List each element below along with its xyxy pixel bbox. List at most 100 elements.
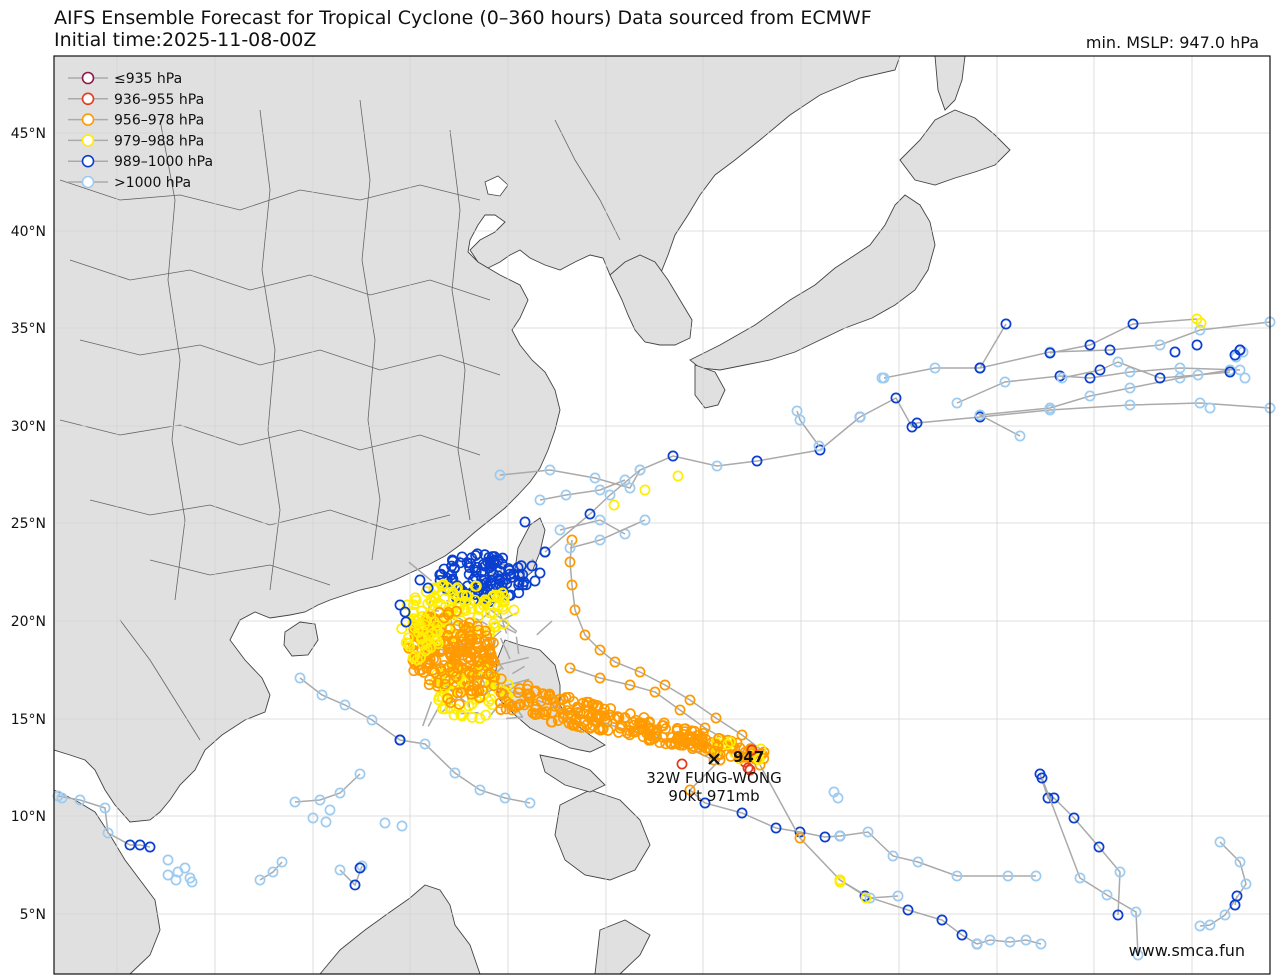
track-point [457,649,469,661]
track-point [1194,324,1206,336]
lake [484,175,509,197]
track-point [1194,920,1206,932]
track-point [563,717,575,729]
track-point [442,693,454,705]
page-title: AIFS Ensemble Forecast for Tropical Cycl… [54,7,872,29]
track-point [638,712,650,723]
track-point [444,623,456,635]
track-point [334,864,346,876]
track-point [1154,339,1166,351]
track-point [864,892,876,904]
lat-labels: 45°N 40°N 35°N 30°N 25°N 20°N 15°N 10°N … [11,126,46,923]
japan-kyushu [694,364,726,409]
track-point [495,704,507,715]
track-point [438,612,450,624]
lat-label: 30°N [11,419,46,435]
track-point [1044,402,1056,414]
track-point [134,839,146,851]
track-point [579,629,591,641]
track-point [1192,369,1204,381]
track-point [1234,856,1246,868]
track-point [594,534,606,546]
track-line [1039,773,1121,916]
track-point [307,812,319,824]
track-point [497,688,509,700]
storm-center-x-icon [708,753,720,765]
track-point [974,362,986,374]
track-point [634,464,646,476]
track-point [74,794,86,806]
lat-label: 25°N [11,516,46,532]
track-point [1112,356,1124,368]
min-mslp: min. MSLP: 947.0 hPa [1085,33,1259,52]
track-point [436,580,448,592]
legend-item: ≤935 hPa [68,71,182,87]
track-point [936,914,948,926]
track-point [416,605,428,617]
track-point [56,792,68,804]
track-point [713,732,725,744]
track-point [408,665,420,677]
track-point [699,797,711,809]
track-point [1084,390,1096,402]
track-point [634,666,646,678]
track-point [722,738,734,750]
track-point [479,625,491,637]
track-point [417,625,428,637]
watermark: www.smca.fun [1129,941,1245,960]
track-point [929,362,941,374]
track-point [887,850,899,862]
track-point [526,560,538,572]
track-point [624,679,636,691]
track-point [594,484,606,496]
track-point [379,817,391,829]
track-point [413,622,425,634]
track-point [419,738,431,750]
track-point [508,568,519,580]
track-point [534,567,546,579]
track-line [499,469,641,489]
track-line [1049,318,1198,354]
track-point [521,688,533,700]
track-point [411,615,422,627]
track-point [658,717,670,729]
track-point [102,827,114,839]
track-point [436,665,447,677]
track-cluster [394,516,770,774]
track-point [746,744,758,756]
track-point [489,671,500,683]
legend-item: 956–978 hPa [68,113,204,129]
track-point [447,573,459,585]
track-point [1000,318,1012,330]
track-point [819,831,831,843]
track-point [971,938,983,950]
legend-item: 936–955 hPa [68,92,204,108]
legend-label: ≤935 hPa [114,71,182,87]
lat-label: 45°N [11,126,46,142]
track-point [860,892,872,904]
track-point [446,554,458,566]
track-line [956,367,1241,404]
borders [59,99,621,741]
track-point [974,409,986,421]
track-point [1114,866,1126,878]
track-point [1020,934,1032,946]
lat-label: 5°N [20,907,46,923]
track-line [569,667,741,749]
track-point [409,592,421,604]
legend-marker-icon [81,134,95,147]
track-point [409,622,421,634]
track-point [744,764,756,776]
track-point [267,866,279,878]
track-point [677,733,689,744]
track-point [450,583,462,595]
lat-label: 40°N [11,224,46,240]
track-point [498,596,510,608]
track-line [569,519,646,549]
track-point [535,695,547,707]
track-point [712,740,724,752]
track-point [555,703,567,715]
track-point [356,860,368,872]
track-point [483,647,495,659]
track-line [859,396,1271,429]
